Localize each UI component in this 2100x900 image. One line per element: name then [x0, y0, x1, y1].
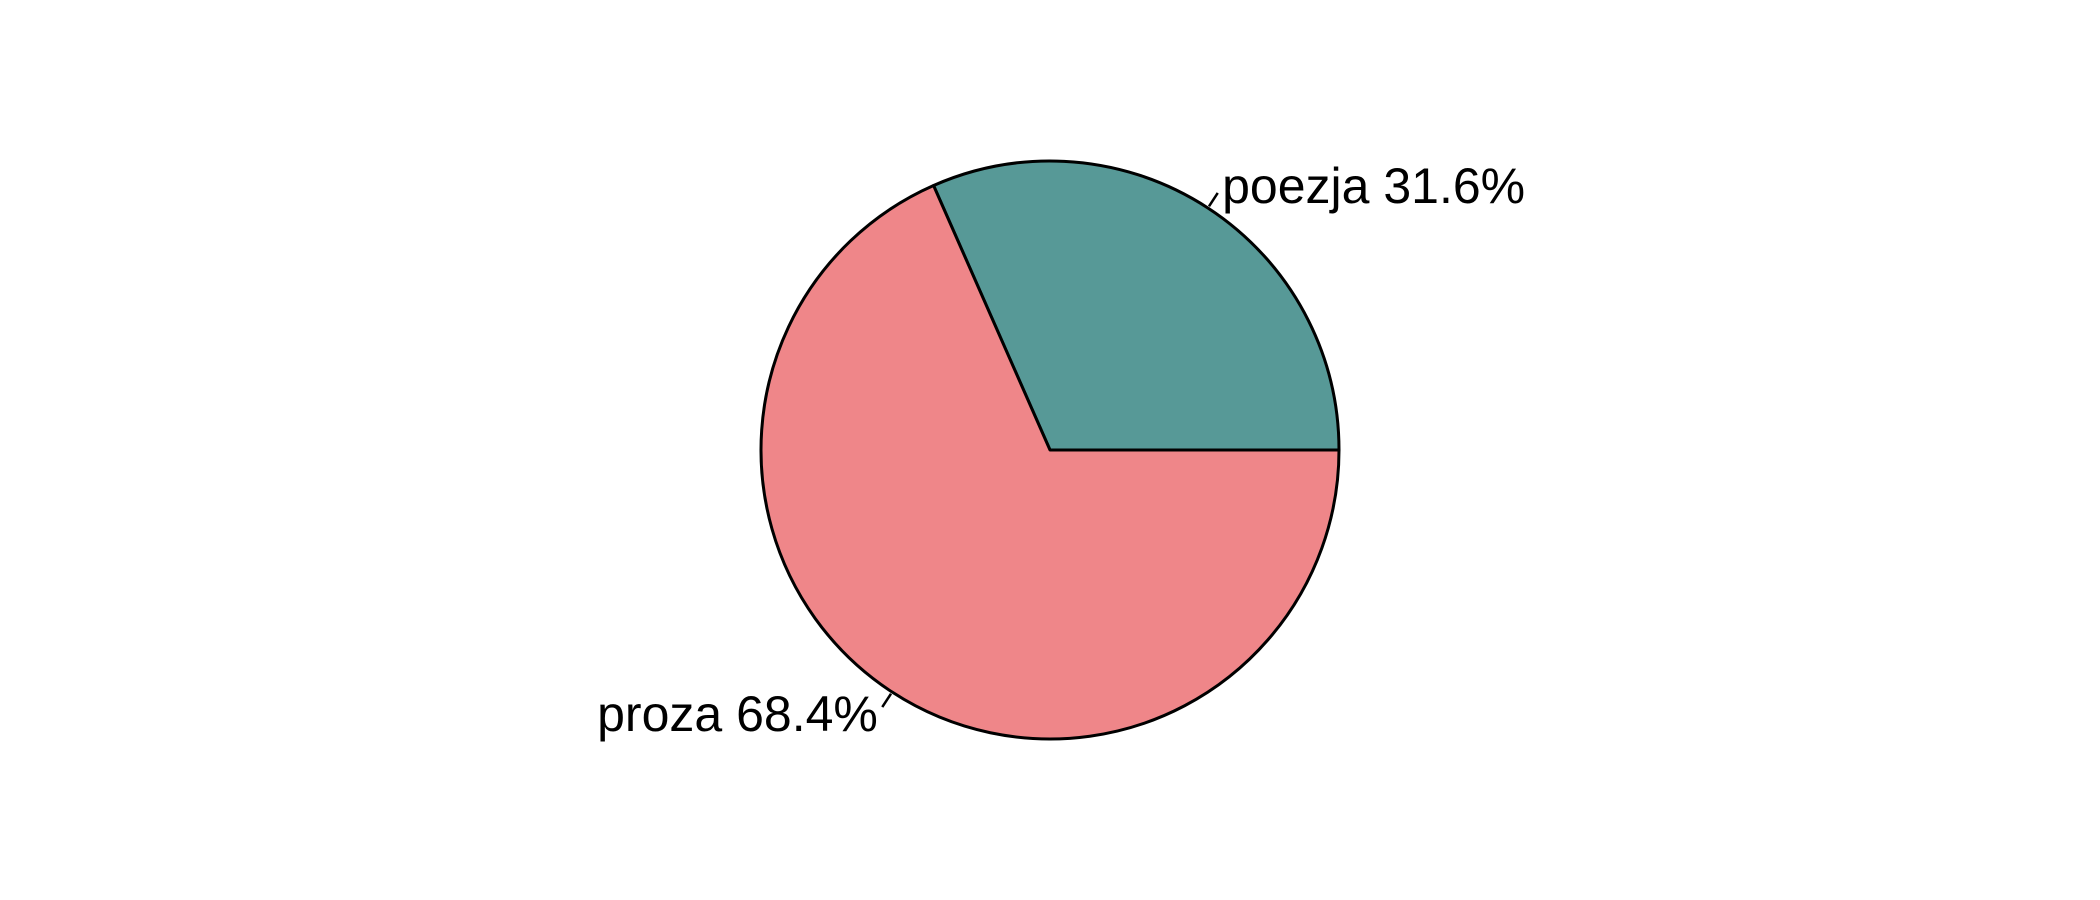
slice-label-poezja: poezja 31.6%: [1222, 158, 1525, 214]
leader-line-proza: [881, 693, 893, 708]
leader-line-poezja: [1207, 192, 1219, 207]
pie-labels: poezja 31.6% proza 68.4%: [597, 158, 1525, 742]
pie-slice-poezja: [932, 159, 1341, 452]
pie-slice-proza: [759, 184, 1341, 741]
pie-slices: [759, 159, 1341, 741]
slice-label-proza: proza 68.4%: [597, 686, 878, 742]
